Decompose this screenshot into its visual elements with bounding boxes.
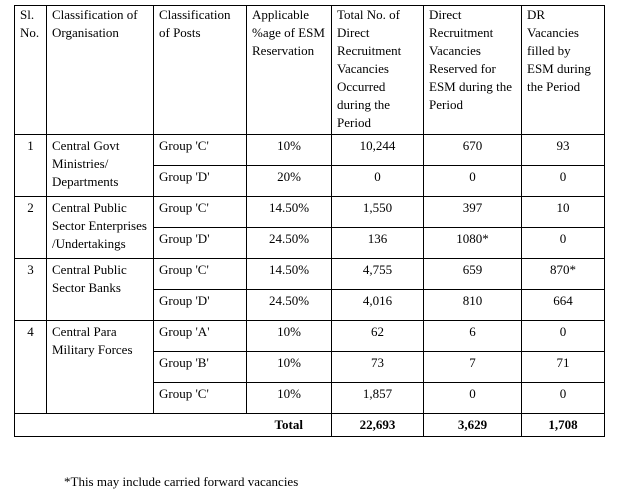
filled-vacancies: 0 bbox=[521, 320, 605, 352]
post-class: Group 'A' bbox=[153, 320, 247, 352]
reserved-vacancies: 397 bbox=[423, 196, 522, 228]
serial-number: 3 bbox=[14, 258, 47, 321]
esm-table: Sl. No. Classification of Organisation Cla… bbox=[14, 5, 605, 437]
reserved-vacancies: 7 bbox=[423, 351, 522, 383]
total-vacancies: 4,016 bbox=[331, 289, 424, 321]
post-class: Group 'C' bbox=[153, 134, 247, 166]
filled-vacancies: 664 bbox=[521, 289, 605, 321]
total-vacancies: 10,244 bbox=[331, 134, 424, 166]
reservation-pct: 24.50% bbox=[246, 289, 332, 321]
reservation-pct: 10% bbox=[246, 320, 332, 352]
reservation-pct: 20% bbox=[246, 165, 332, 197]
post-class: Group 'C' bbox=[153, 382, 247, 414]
total-vacancies: 1,857 bbox=[331, 382, 424, 414]
header-cell: Classification of Posts bbox=[153, 5, 247, 135]
total-vacancies: 1,550 bbox=[331, 196, 424, 228]
table-row: 4 Central Para Military Forces Group 'A' 10… bbox=[14, 320, 605, 414]
reservation-pct: 14.50% bbox=[246, 258, 332, 290]
post-class: Group 'D' bbox=[153, 165, 247, 197]
table-body: 1 Central Govt Ministries/ Departments Gro… bbox=[14, 134, 605, 437]
total-vacancies: 0 bbox=[331, 165, 424, 197]
filled-vacancies: 10 bbox=[521, 196, 605, 228]
reserved-vacancies: 670 bbox=[423, 134, 522, 166]
reserved-sum: 3,629 bbox=[423, 413, 522, 437]
organisation: Central Public Sector Banks bbox=[46, 258, 154, 321]
serial-number: 4 bbox=[14, 320, 47, 414]
reserved-vacancies: 659 bbox=[423, 258, 522, 290]
filled-vacancies: 0 bbox=[521, 165, 605, 197]
reserved-vacancies: 810 bbox=[423, 289, 522, 321]
reservation-pct: 14.50% bbox=[246, 196, 332, 228]
header-cell: Direct Recruitment Vacancies Reserved fo… bbox=[423, 5, 522, 135]
total-vacancies: 136 bbox=[331, 227, 424, 259]
post-class: Group 'C' bbox=[153, 258, 247, 290]
total-vacancies: 62 bbox=[331, 320, 424, 352]
header-cell: Total No. of Direct Recruitment Vacancie… bbox=[331, 5, 424, 135]
footnote: *This may include carried forward vacanc… bbox=[64, 474, 299, 489]
header-cell: Sl. No. bbox=[14, 5, 47, 135]
table-row: Group 'B' 10% 73 7 71 bbox=[15, 351, 605, 383]
header-cell: DR Vacancies filled by ESM during the Pe… bbox=[521, 5, 605, 135]
reservation-pct: 10% bbox=[246, 134, 332, 166]
reserved-vacancies: 6 bbox=[423, 320, 522, 352]
table-row: Group 'C' 10% 1,857 0 0 bbox=[15, 382, 605, 414]
post-class: Group 'D' bbox=[153, 227, 247, 259]
organisation: Central Public Sector Enterprises /Under… bbox=[46, 196, 154, 259]
table-row: 3 Central Public Sector Banks Group 'C' 14.… bbox=[14, 258, 605, 321]
reservation-pct: 10% bbox=[246, 382, 332, 414]
reserved-vacancies: 0 bbox=[423, 165, 522, 197]
filled-vacancies: 93 bbox=[521, 134, 605, 166]
total-vacancies: 73 bbox=[331, 351, 424, 383]
table-row: 1 Central Govt Ministries/ Departments Gro… bbox=[14, 134, 605, 197]
reservation-pct: 10% bbox=[246, 351, 332, 383]
post-class: Group 'B' bbox=[153, 351, 247, 383]
filled-sum: 1,708 bbox=[521, 413, 605, 437]
filled-vacancies: 0 bbox=[521, 382, 605, 414]
post-class: Group 'D' bbox=[153, 289, 247, 321]
table-row: 2 Central Public Sector Enterprises /Unde… bbox=[14, 196, 605, 259]
organisation: Central Govt Ministries/ Departments bbox=[46, 134, 154, 197]
empty-cell bbox=[14, 413, 247, 437]
total-label: Total bbox=[246, 413, 332, 437]
header-row: Sl. No. Classification of Organisation Cla… bbox=[14, 5, 605, 135]
serial-number: 1 bbox=[14, 134, 47, 197]
total-vacancies: 4,755 bbox=[331, 258, 424, 290]
table-row: Group 'D' 24.50% 4,016 810 664 bbox=[15, 289, 605, 321]
filled-vacancies: 870* bbox=[521, 258, 605, 290]
reserved-vacancies: 1080* bbox=[423, 227, 522, 259]
reserved-vacancies: 0 bbox=[423, 382, 522, 414]
header-cell: Applicable %age of ESM Reservation bbox=[246, 5, 332, 135]
filled-vacancies: 0 bbox=[521, 227, 605, 259]
organisation: Central Para Military Forces bbox=[46, 320, 154, 414]
header-cell: Classification of Organisation bbox=[46, 5, 154, 135]
total-row: Total 22,693 3,629 1,708 bbox=[14, 413, 605, 437]
serial-number: 2 bbox=[14, 196, 47, 259]
reservation-pct: 24.50% bbox=[246, 227, 332, 259]
filled-vacancies: 71 bbox=[521, 351, 605, 383]
post-class: Group 'C' bbox=[153, 196, 247, 228]
total-sum: 22,693 bbox=[331, 413, 424, 437]
